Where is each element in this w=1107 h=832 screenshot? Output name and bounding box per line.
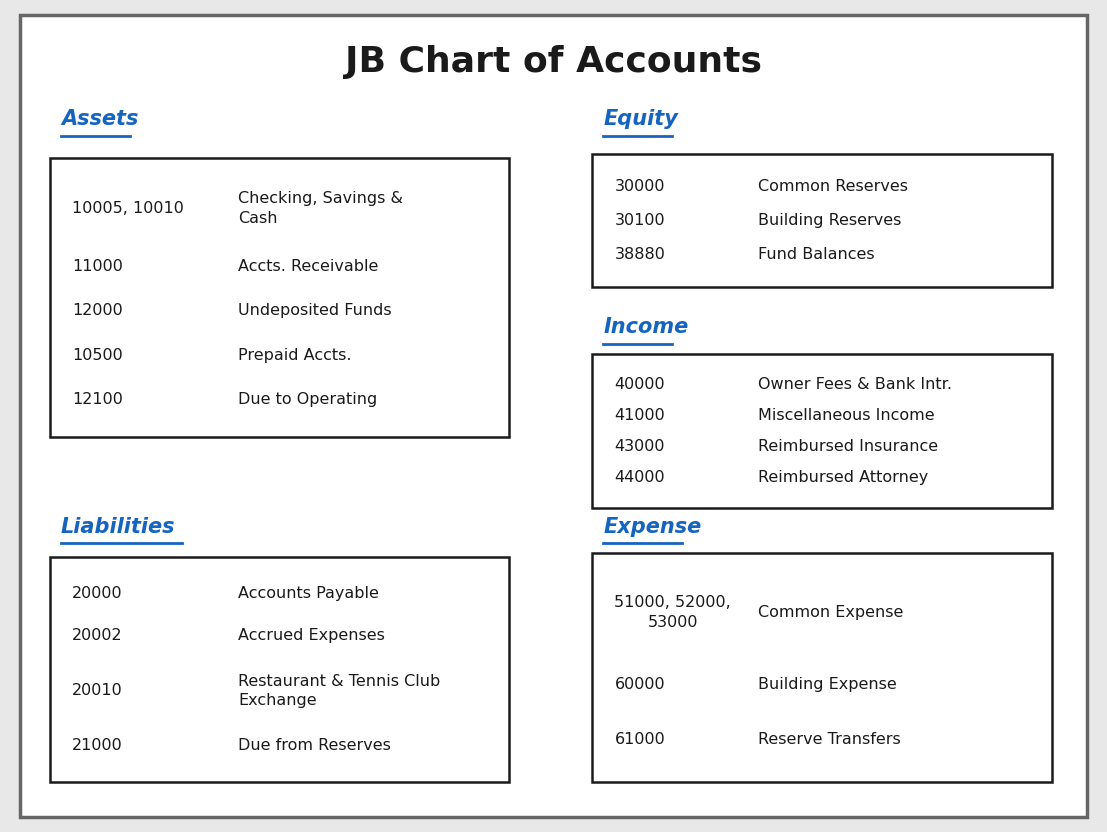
- Text: Accounts Payable: Accounts Payable: [238, 586, 379, 601]
- Text: Building Reserves: Building Reserves: [758, 213, 902, 228]
- Text: 20000: 20000: [72, 586, 123, 601]
- FancyBboxPatch shape: [592, 553, 1052, 782]
- Text: Income: Income: [603, 317, 689, 337]
- Text: 10500: 10500: [72, 348, 123, 363]
- Text: Prepaid Accts.: Prepaid Accts.: [238, 348, 352, 363]
- FancyBboxPatch shape: [50, 557, 509, 782]
- Text: 41000: 41000: [614, 408, 665, 423]
- Text: 38880: 38880: [614, 247, 665, 262]
- FancyBboxPatch shape: [50, 158, 509, 437]
- Text: Equity: Equity: [603, 109, 679, 129]
- Text: 60000: 60000: [614, 676, 665, 691]
- Text: JB Chart of Accounts: JB Chart of Accounts: [345, 46, 762, 79]
- Text: Miscellaneous Income: Miscellaneous Income: [758, 408, 935, 423]
- Text: Due to Operating: Due to Operating: [238, 392, 377, 407]
- Text: Accts. Receivable: Accts. Receivable: [238, 259, 379, 274]
- Text: Owner Fees & Bank Intr.: Owner Fees & Bank Intr.: [758, 377, 952, 392]
- Text: 44000: 44000: [614, 469, 665, 484]
- Text: Common Reserves: Common Reserves: [758, 179, 909, 194]
- Text: 43000: 43000: [614, 438, 665, 453]
- FancyBboxPatch shape: [592, 154, 1052, 287]
- Text: Assets: Assets: [61, 109, 138, 129]
- Text: 51000, 52000,
53000: 51000, 52000, 53000: [614, 595, 731, 630]
- Text: Expense: Expense: [603, 517, 702, 537]
- Text: 10005, 10010: 10005, 10010: [72, 201, 184, 216]
- Text: Fund Balances: Fund Balances: [758, 247, 875, 262]
- Text: Undeposited Funds: Undeposited Funds: [238, 304, 392, 319]
- Text: 30100: 30100: [614, 213, 665, 228]
- Text: Building Expense: Building Expense: [758, 676, 897, 691]
- Text: 30000: 30000: [614, 179, 665, 194]
- Text: 20010: 20010: [72, 683, 123, 698]
- Text: 61000: 61000: [614, 732, 665, 747]
- Text: Accrued Expenses: Accrued Expenses: [238, 628, 385, 643]
- Text: 21000: 21000: [72, 739, 123, 754]
- Text: Checking, Savings &
Cash: Checking, Savings & Cash: [238, 191, 403, 226]
- Text: 12100: 12100: [72, 392, 123, 407]
- Text: Due from Reserves: Due from Reserves: [238, 739, 391, 754]
- Text: 20002: 20002: [72, 628, 123, 643]
- Text: Liabilities: Liabilities: [61, 517, 175, 537]
- Text: Common Expense: Common Expense: [758, 605, 903, 620]
- Text: Reimbursed Insurance: Reimbursed Insurance: [758, 438, 939, 453]
- FancyBboxPatch shape: [592, 354, 1052, 508]
- Text: Reserve Transfers: Reserve Transfers: [758, 732, 901, 747]
- Text: 11000: 11000: [72, 259, 123, 274]
- Text: 40000: 40000: [614, 377, 665, 392]
- Text: Reimbursed Attorney: Reimbursed Attorney: [758, 469, 929, 484]
- Text: 12000: 12000: [72, 304, 123, 319]
- FancyBboxPatch shape: [20, 15, 1087, 817]
- Text: Restaurant & Tennis Club
Exchange: Restaurant & Tennis Club Exchange: [238, 674, 441, 708]
